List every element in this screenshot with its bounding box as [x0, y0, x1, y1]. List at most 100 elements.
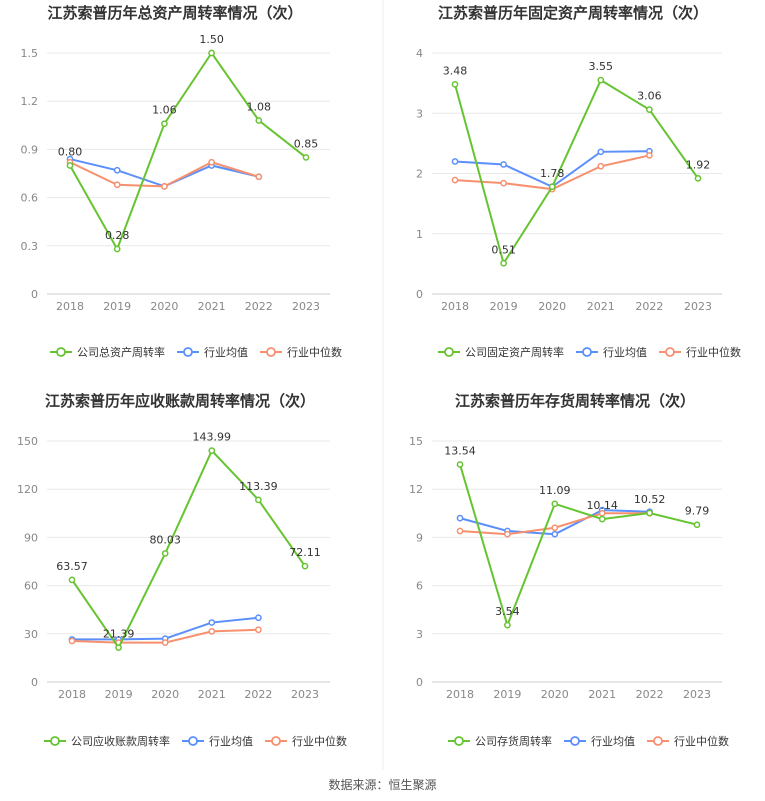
- data-point-median[interactable]: [208, 628, 216, 635]
- data-point-avg[interactable]: [456, 514, 464, 522]
- data-point-company[interactable]: [302, 154, 310, 161]
- y-tick-label: 15: [409, 435, 423, 448]
- data-label: 1.06: [152, 104, 177, 117]
- data-point-company[interactable]: [115, 644, 122, 651]
- x-tick-label: 2019: [103, 300, 131, 313]
- data-point-company[interactable]: [208, 447, 216, 455]
- data-point-company[interactable]: [161, 120, 168, 128]
- data-point-median[interactable]: [451, 176, 459, 184]
- y-tick-label: 9: [416, 531, 423, 544]
- data-point-median[interactable]: [113, 181, 121, 189]
- data-point-company[interactable]: [597, 76, 605, 84]
- x-tick-label: 2020: [151, 688, 179, 701]
- x-tick-label: 2020: [538, 300, 566, 313]
- series-line-company: [454, 78, 699, 266]
- legend-marker-company[interactable]: [444, 347, 454, 357]
- data-label: 63.57: [56, 560, 88, 573]
- legend-marker-median[interactable]: [266, 347, 276, 357]
- data-label: 10.52: [634, 493, 666, 506]
- legend-marker-company[interactable]: [56, 347, 66, 357]
- data-label: 21.39: [103, 628, 135, 641]
- legend-label-avg[interactable]: 行业均值: [603, 346, 647, 359]
- data-label: 0.28: [105, 229, 130, 242]
- data-point-company[interactable]: [456, 461, 464, 468]
- legend-label-avg[interactable]: 行业均值: [209, 735, 253, 748]
- data-point-company[interactable]: [255, 117, 263, 124]
- legend-label-median[interactable]: 行业中位数: [686, 345, 741, 359]
- data-point-company[interactable]: [598, 515, 606, 523]
- data-point-avg[interactable]: [551, 530, 559, 538]
- data-point-avg[interactable]: [451, 158, 459, 165]
- x-tick-label: 2022: [245, 300, 273, 313]
- data-label: 11.09: [539, 484, 571, 497]
- data-point-avg[interactable]: [208, 619, 216, 626]
- y-tick-label: 0: [416, 288, 423, 301]
- data-point-median[interactable]: [255, 626, 262, 634]
- data-point-company[interactable]: [66, 162, 74, 169]
- data-point-median[interactable]: [68, 637, 76, 645]
- data-point-median[interactable]: [500, 179, 507, 187]
- data-point-median[interactable]: [161, 183, 168, 190]
- data-point-company[interactable]: [451, 80, 459, 88]
- data-point-median[interactable]: [456, 527, 464, 535]
- legend-label-company[interactable]: 公司存货周转率: [475, 734, 552, 748]
- y-tick-label: 90: [24, 531, 38, 544]
- legend-label-company[interactable]: 公司应收账款周转率: [71, 734, 170, 748]
- chart-panel: 江苏索普历年总资产周转率情况（次） 0 0.3 0.6 0.9 1.2 1.5 2018 201…: [21, 4, 343, 359]
- legend-label-avg[interactable]: 行业均值: [204, 346, 248, 359]
- legend-marker-company[interactable]: [50, 736, 60, 746]
- legend-label-median[interactable]: 行业中位数: [292, 734, 347, 748]
- data-point-company[interactable]: [694, 174, 702, 182]
- x-tick-label: 2023: [683, 688, 711, 701]
- y-tick-label: 0: [31, 676, 38, 689]
- legend-marker-avg[interactable]: [183, 347, 193, 357]
- data-point-company[interactable]: [693, 521, 701, 529]
- data-point-company[interactable]: [68, 576, 76, 584]
- data-point-median[interactable]: [597, 162, 605, 170]
- data-point-avg[interactable]: [113, 166, 121, 174]
- data-point-company[interactable]: [301, 562, 309, 570]
- legend-marker-median[interactable]: [653, 736, 663, 746]
- legend-marker-median[interactable]: [665, 347, 675, 357]
- legend-marker-avg[interactable]: [582, 347, 592, 357]
- legend-label-median[interactable]: 行业中位数: [674, 734, 729, 748]
- legend-marker-company[interactable]: [454, 736, 464, 746]
- x-tick-label: 2019: [105, 688, 133, 701]
- data-point-company[interactable]: [208, 49, 215, 57]
- x-tick-label: 2018: [56, 300, 84, 313]
- data-point-company[interactable]: [500, 259, 507, 267]
- data-label: 1.50: [199, 33, 224, 46]
- data-point-company[interactable]: [161, 550, 169, 557]
- data-point-median[interactable]: [255, 173, 263, 181]
- data-label: 13.54: [444, 444, 476, 457]
- data-point-company[interactable]: [646, 509, 653, 517]
- data-label: 3.54: [495, 605, 520, 618]
- data-point-median[interactable]: [161, 639, 169, 646]
- data-source: 数据来源：恒生聚源: [328, 778, 437, 792]
- x-tick-label: 2022: [636, 688, 664, 701]
- legend-marker-avg[interactable]: [188, 736, 198, 746]
- data-point-company[interactable]: [548, 183, 556, 191]
- y-tick-label: 1: [416, 228, 423, 241]
- data-point-company[interactable]: [504, 621, 511, 629]
- series-line-company: [71, 448, 306, 650]
- data-point-company[interactable]: [113, 245, 121, 253]
- legend-label-company[interactable]: 公司总资产周转率: [77, 345, 165, 359]
- data-point-avg[interactable]: [255, 614, 262, 622]
- data-point-company[interactable]: [255, 496, 262, 504]
- legend-label-median[interactable]: 行业中位数: [287, 345, 342, 359]
- data-point-avg[interactable]: [597, 148, 605, 156]
- y-tick-label: 3: [416, 628, 423, 641]
- legend-label-company[interactable]: 公司固定资产周转率: [465, 345, 564, 359]
- data-point-median[interactable]: [504, 530, 511, 538]
- data-point-median[interactable]: [551, 524, 559, 532]
- data-point-median[interactable]: [208, 158, 215, 166]
- legend-marker-median[interactable]: [271, 736, 281, 746]
- data-point-median[interactable]: [646, 152, 653, 159]
- data-point-company[interactable]: [646, 106, 653, 113]
- legend-marker-avg[interactable]: [570, 736, 580, 746]
- x-tick-label: 2018: [58, 688, 86, 701]
- legend-label-avg[interactable]: 行业均值: [591, 735, 635, 748]
- data-point-avg[interactable]: [500, 161, 507, 168]
- data-point-company[interactable]: [551, 500, 559, 508]
